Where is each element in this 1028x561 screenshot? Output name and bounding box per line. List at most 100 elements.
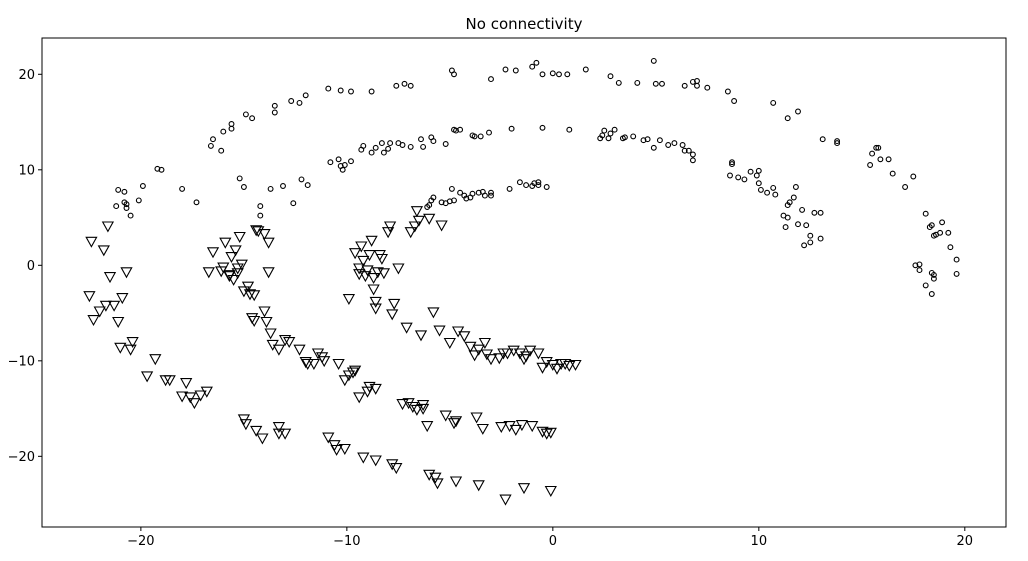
triangle-point (464, 341, 477, 353)
triangle-point (103, 272, 117, 284)
circle-point (442, 141, 449, 147)
triangle-point (390, 463, 403, 475)
circle-point (912, 262, 919, 269)
x-axis: −20 −10 0 10 20 (127, 527, 973, 549)
triangle-point (217, 262, 230, 274)
y-tick-label: −20 (8, 450, 35, 465)
triangle-point (348, 248, 362, 260)
circle-point (875, 144, 882, 151)
circle-point (665, 142, 672, 148)
triangle-point (175, 391, 189, 403)
triangle-point (346, 367, 360, 379)
circle-point (930, 275, 937, 282)
circle-point (179, 185, 186, 192)
circle-point (689, 78, 696, 85)
triangle-point (307, 358, 321, 371)
circle-point (817, 209, 824, 216)
triangle-point (348, 365, 362, 377)
circle-point (335, 156, 342, 163)
triangle-point (225, 252, 238, 264)
circle-point (731, 98, 738, 104)
circle-point (867, 162, 874, 168)
circle-point (607, 130, 614, 137)
circle-point (426, 202, 433, 209)
triangle-point (369, 296, 382, 308)
triangle-point (375, 253, 389, 265)
triangle-point (468, 350, 481, 362)
triangle-point (550, 363, 564, 375)
triangle-point (258, 306, 271, 318)
circle-point (607, 73, 614, 80)
circle-point (127, 212, 134, 219)
circle-point (488, 76, 494, 83)
circle-point (755, 180, 762, 187)
circle-point (486, 129, 492, 136)
circle-point (644, 136, 651, 143)
circle-point (784, 214, 791, 221)
circle-point (348, 158, 354, 165)
circle-point (115, 186, 122, 193)
triangle-point (258, 229, 271, 241)
circle-point (615, 79, 622, 86)
circle-point (337, 87, 344, 94)
triangle-point (272, 428, 286, 440)
triangle-point (322, 432, 335, 444)
triangle-point (227, 274, 240, 286)
circle-point (523, 182, 530, 189)
circle-point (811, 209, 818, 216)
triangle-point (283, 337, 296, 349)
triangle-point (392, 263, 405, 275)
circle-point (679, 142, 686, 148)
x-tick-label: 0 (549, 534, 557, 549)
circle-point (601, 127, 608, 134)
circle-point (902, 184, 909, 190)
circle-point (650, 57, 657, 64)
circle-point (488, 189, 494, 196)
chart-title: No connectivity (466, 15, 583, 33)
triangle-point (357, 255, 370, 267)
circle-point (685, 147, 692, 154)
triangle-point (499, 494, 512, 506)
circle-point (939, 219, 946, 226)
circle-point (782, 224, 789, 231)
triangle-point (433, 325, 446, 337)
circle-point (757, 186, 764, 193)
triangle-point (299, 357, 312, 369)
circle-point (795, 221, 801, 228)
triangle-point (493, 353, 506, 365)
triangle-point (377, 268, 391, 280)
triangle-point (338, 443, 351, 456)
triangle-point (83, 291, 96, 303)
circle-point (566, 126, 573, 133)
circle-point (304, 182, 311, 189)
triangle-point (250, 225, 263, 237)
circle-point (656, 137, 663, 144)
circle-point (747, 168, 754, 175)
triangle-point (388, 298, 401, 310)
circle-point (271, 109, 278, 116)
circle-point (652, 80, 659, 87)
circle-point (681, 147, 688, 154)
triangle-point (233, 231, 246, 244)
x-tick-label: −20 (127, 534, 154, 549)
triangle-point (449, 476, 463, 488)
circle-point (947, 244, 954, 251)
triangle-point (519, 351, 533, 363)
y-tick-label: 10 (18, 163, 35, 178)
triangle-point (264, 328, 277, 340)
circle-point (368, 88, 375, 95)
circle-point (634, 79, 641, 86)
circle-point (556, 71, 562, 78)
triangle-point (107, 300, 121, 312)
circle-point (790, 194, 797, 201)
triangle-point (435, 220, 448, 232)
circle-point (488, 192, 494, 199)
triangle-point (239, 419, 253, 431)
triangle-point (353, 263, 366, 275)
circle-point (448, 185, 455, 192)
x-tick-label: −10 (333, 534, 360, 549)
triangle-point (229, 245, 242, 257)
circle-point (139, 183, 146, 189)
circle-point (401, 80, 408, 87)
triangle-point (231, 268, 244, 280)
